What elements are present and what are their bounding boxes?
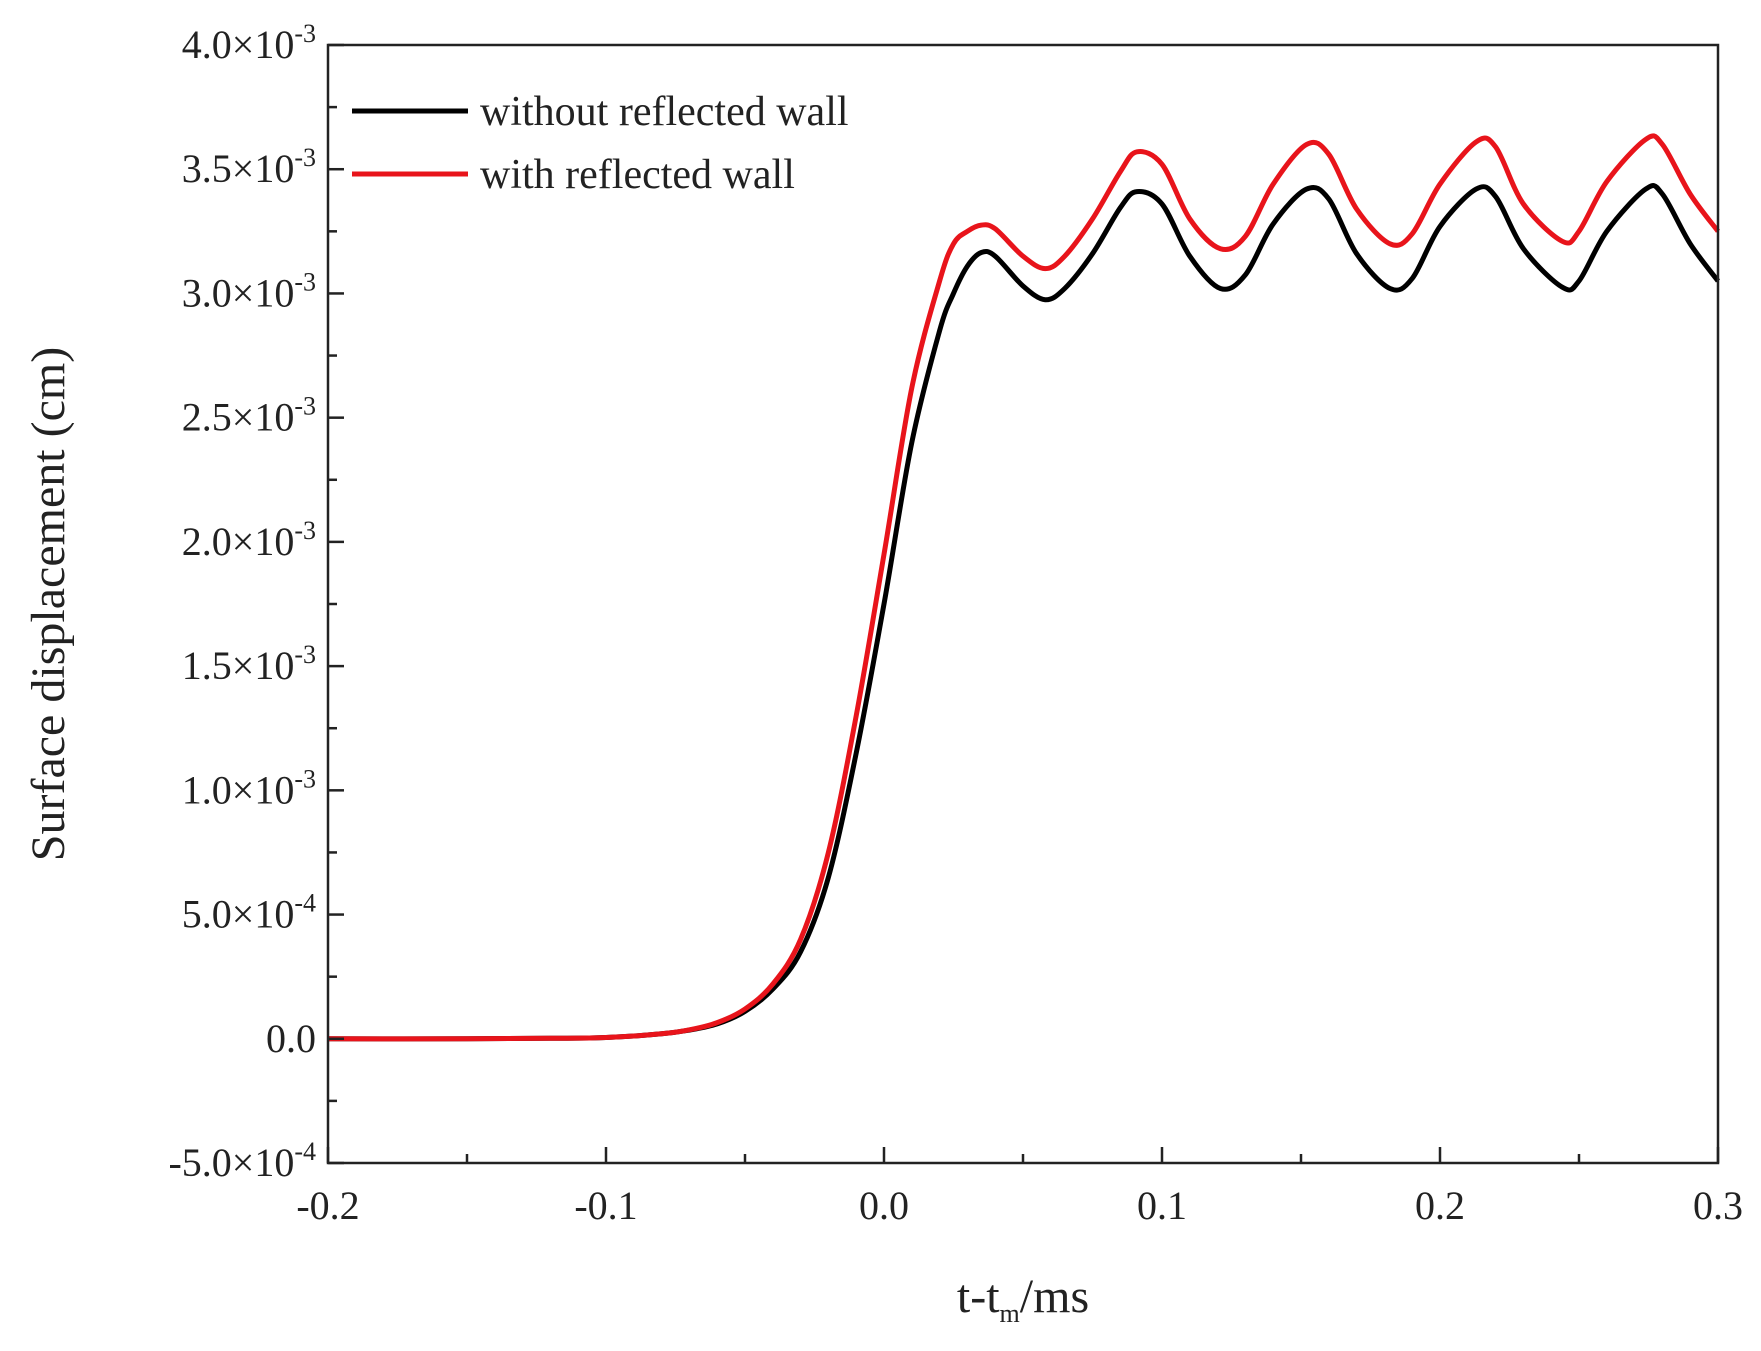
x-tick-label: 0.2 [1415,1183,1465,1228]
x-axis-title-subscript: m [1000,1299,1020,1328]
y-tick-label: 3.0×10-3 [182,267,316,315]
y-tick-label: 1.0×10-3 [182,764,316,812]
x-axis: -0.2 -0.1 0.0 0.1 0.2 0.3 [296,1147,1743,1228]
y-tick-label: -5.0×10-4 [168,1137,316,1185]
y-tick-label: 5.0×10-4 [182,889,316,937]
x-tick-label: 0.1 [1137,1183,1187,1228]
y-axis: -5.0×10-4 0.0 5.0×10-4 1.0×10-3 1.5×10-3 2.0×… [168,19,344,1185]
y-tick-label: 4.0×10-3 [182,19,316,67]
series-line-without-reflected-wall [327,183,1721,1042]
y-tick-label: 2.0×10-3 [182,516,316,564]
y-tick-label: 1.5×10-3 [182,640,316,688]
y-axis-title: Surface displacement (cm) [22,347,75,861]
x-tick-label: -0.1 [574,1183,637,1228]
x-axis-title: t-tm/ms [957,1270,1089,1328]
x-tick-label: -0.2 [296,1183,359,1228]
x-tick-label: 0.0 [859,1183,909,1228]
legend-label-without-reflected-wall: without reflected wall [480,89,849,135]
x-axis-title-base: t-t [957,1270,1000,1323]
series-line-with-reflected-wall [327,133,1721,1042]
y-tick-label: 0.0 [266,1016,316,1061]
legend-label-with-reflected-wall: with reflected wall [480,152,795,198]
x-tick-label: 0.3 [1693,1183,1743,1228]
legend: without reflected wall with reflected wa… [352,89,849,198]
y-tick-label: 3.5×10-3 [182,143,316,191]
series-layer [327,133,1721,1042]
y-tick-label: 2.5×10-3 [182,392,316,440]
x-axis-title-suffix: /ms [1020,1270,1089,1323]
plot-frame [326,43,1720,1165]
